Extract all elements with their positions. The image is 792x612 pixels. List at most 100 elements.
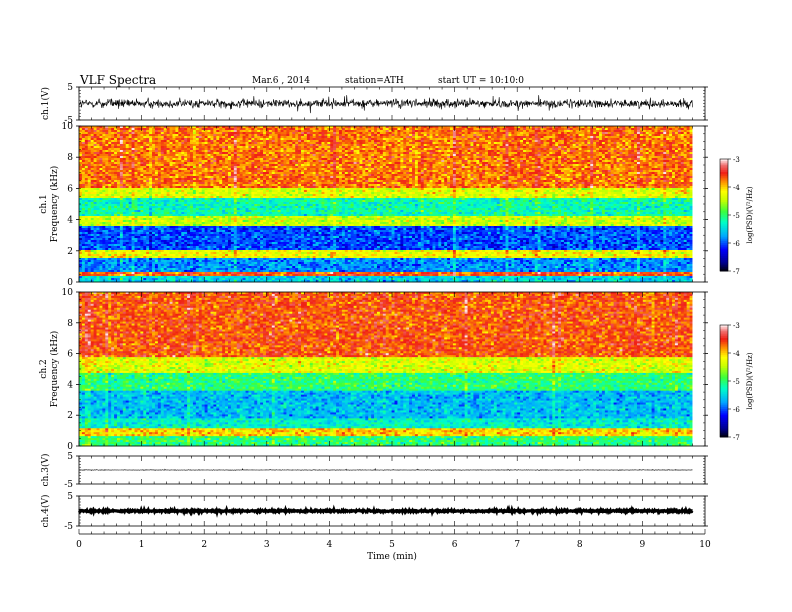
spectrogram-cell [251,126,255,129]
spectrogram-cell [613,140,617,143]
figure-title: VLF Spectra [79,73,156,87]
spectrogram-cell [601,138,606,141]
spectrogram-cell [409,128,413,131]
spectrogram-cell [584,152,588,155]
spectrogram-cell [79,136,83,139]
spectrogram-cell [198,150,203,153]
spectrogram-cell [344,154,349,157]
spectrogram-cell [414,128,419,131]
spectrogram-cell [327,154,331,157]
spectrogram-cell [306,152,311,155]
spectrogram-cell [116,154,121,157]
spectrogram-cell [315,144,319,147]
spectrogram-cell [154,140,159,143]
spectrogram-cell [172,132,176,135]
spectrogram-cell [292,130,296,133]
spectrogram-cell [169,130,173,133]
spectrogram-cell [549,138,553,141]
spectrogram-cell [341,126,346,129]
spectrogram-cell [140,140,144,143]
spectrogram-cell [517,138,521,141]
spectrogram-cell [561,136,565,139]
spectrogram-cell [596,132,600,135]
spectrogram-cell [184,152,188,155]
spectrogram-cell [201,144,206,147]
spectrogram-cell [520,130,524,133]
spectrogram-cell [286,142,290,145]
spectrogram-cell [683,148,688,151]
spectrogram-cell [333,148,337,151]
spectrogram-cell [634,140,638,143]
spectrogram-cell [116,150,121,153]
spectrogram-cell [236,148,241,151]
spectrogram-cell [368,154,372,157]
spectrogram-cell [543,148,547,151]
spectrogram-cell [432,152,436,155]
spectrogram-cell [292,126,296,129]
spectrogram-cell [321,138,325,141]
spectrogram-cell [508,154,512,157]
spectrogram-cell [487,142,492,145]
spectrogram-cell [578,134,582,137]
spectrogram-cell [511,128,515,131]
spectrogram-cell [216,136,220,139]
spectrogram-cell [587,128,591,131]
spectrogram-cell [607,128,612,131]
spectrogram-cell [216,144,220,147]
spectrogram-cell [195,142,200,145]
spectrogram-cell [169,148,173,151]
spectrogram-cell [353,154,357,157]
spectrogram-cell [245,146,249,149]
spectrogram-cell [365,150,369,153]
spectrogram-cell [613,128,617,131]
spectrogram-cell [265,130,270,133]
spectrogram-cell [122,132,127,135]
spectrogram-cell [190,132,194,135]
spectrogram-cell [619,154,623,157]
spectrogram-cell [394,126,398,129]
spectrogram-cell [248,152,252,155]
spectrogram-cell [280,132,284,135]
spectrogram-cell [566,154,571,157]
spectrogram-cell [645,142,650,145]
spectrogram-cell [657,146,661,149]
spectrogram-cell [125,130,130,133]
spectrogram-cell [616,128,620,131]
spectrogram-cell [543,144,547,147]
spectrogram-cell [149,128,153,131]
spectrogram-cell [420,132,425,135]
spectrogram-cell [683,154,688,157]
spectrogram-cell [245,138,249,141]
spectrogram-cell [283,142,287,145]
spectrogram-cell [198,136,203,139]
spectrogram-cell [347,126,352,129]
spectrogram-cell [79,126,83,129]
spectrogram-cell [195,152,200,155]
spectrogram-cell [473,136,477,139]
spectrogram-cell [277,148,281,151]
spectrogram-cell [289,150,293,153]
spectrogram-cell [523,140,527,143]
spectrogram-cell [654,130,658,133]
spectrogram-cell [511,132,515,135]
spectrogram-cell [181,138,185,141]
spectrogram-cell [578,144,582,147]
spectrogram-cell [324,136,328,139]
spectrogram-cell [99,128,103,131]
spectrogram-cell [438,154,442,157]
spectrogram-cell [400,136,404,139]
spectrogram-cell [227,144,232,147]
spectrogram-cell [385,144,390,147]
spectrogram-cell [452,152,457,155]
spectrogram-cell [634,130,638,133]
spectrogram-cell [645,146,650,149]
spectrogram-cell [312,134,317,137]
spectrogram-cell [490,142,495,145]
spectrogram-cell [166,134,170,137]
spectrogram-cell [368,130,372,133]
spectrogram-cell [157,144,162,147]
spectrogram-cell [277,136,281,139]
spectrogram-cell [631,128,635,131]
spectrogram-cell [219,138,223,141]
spectrogram-cell [487,130,492,133]
